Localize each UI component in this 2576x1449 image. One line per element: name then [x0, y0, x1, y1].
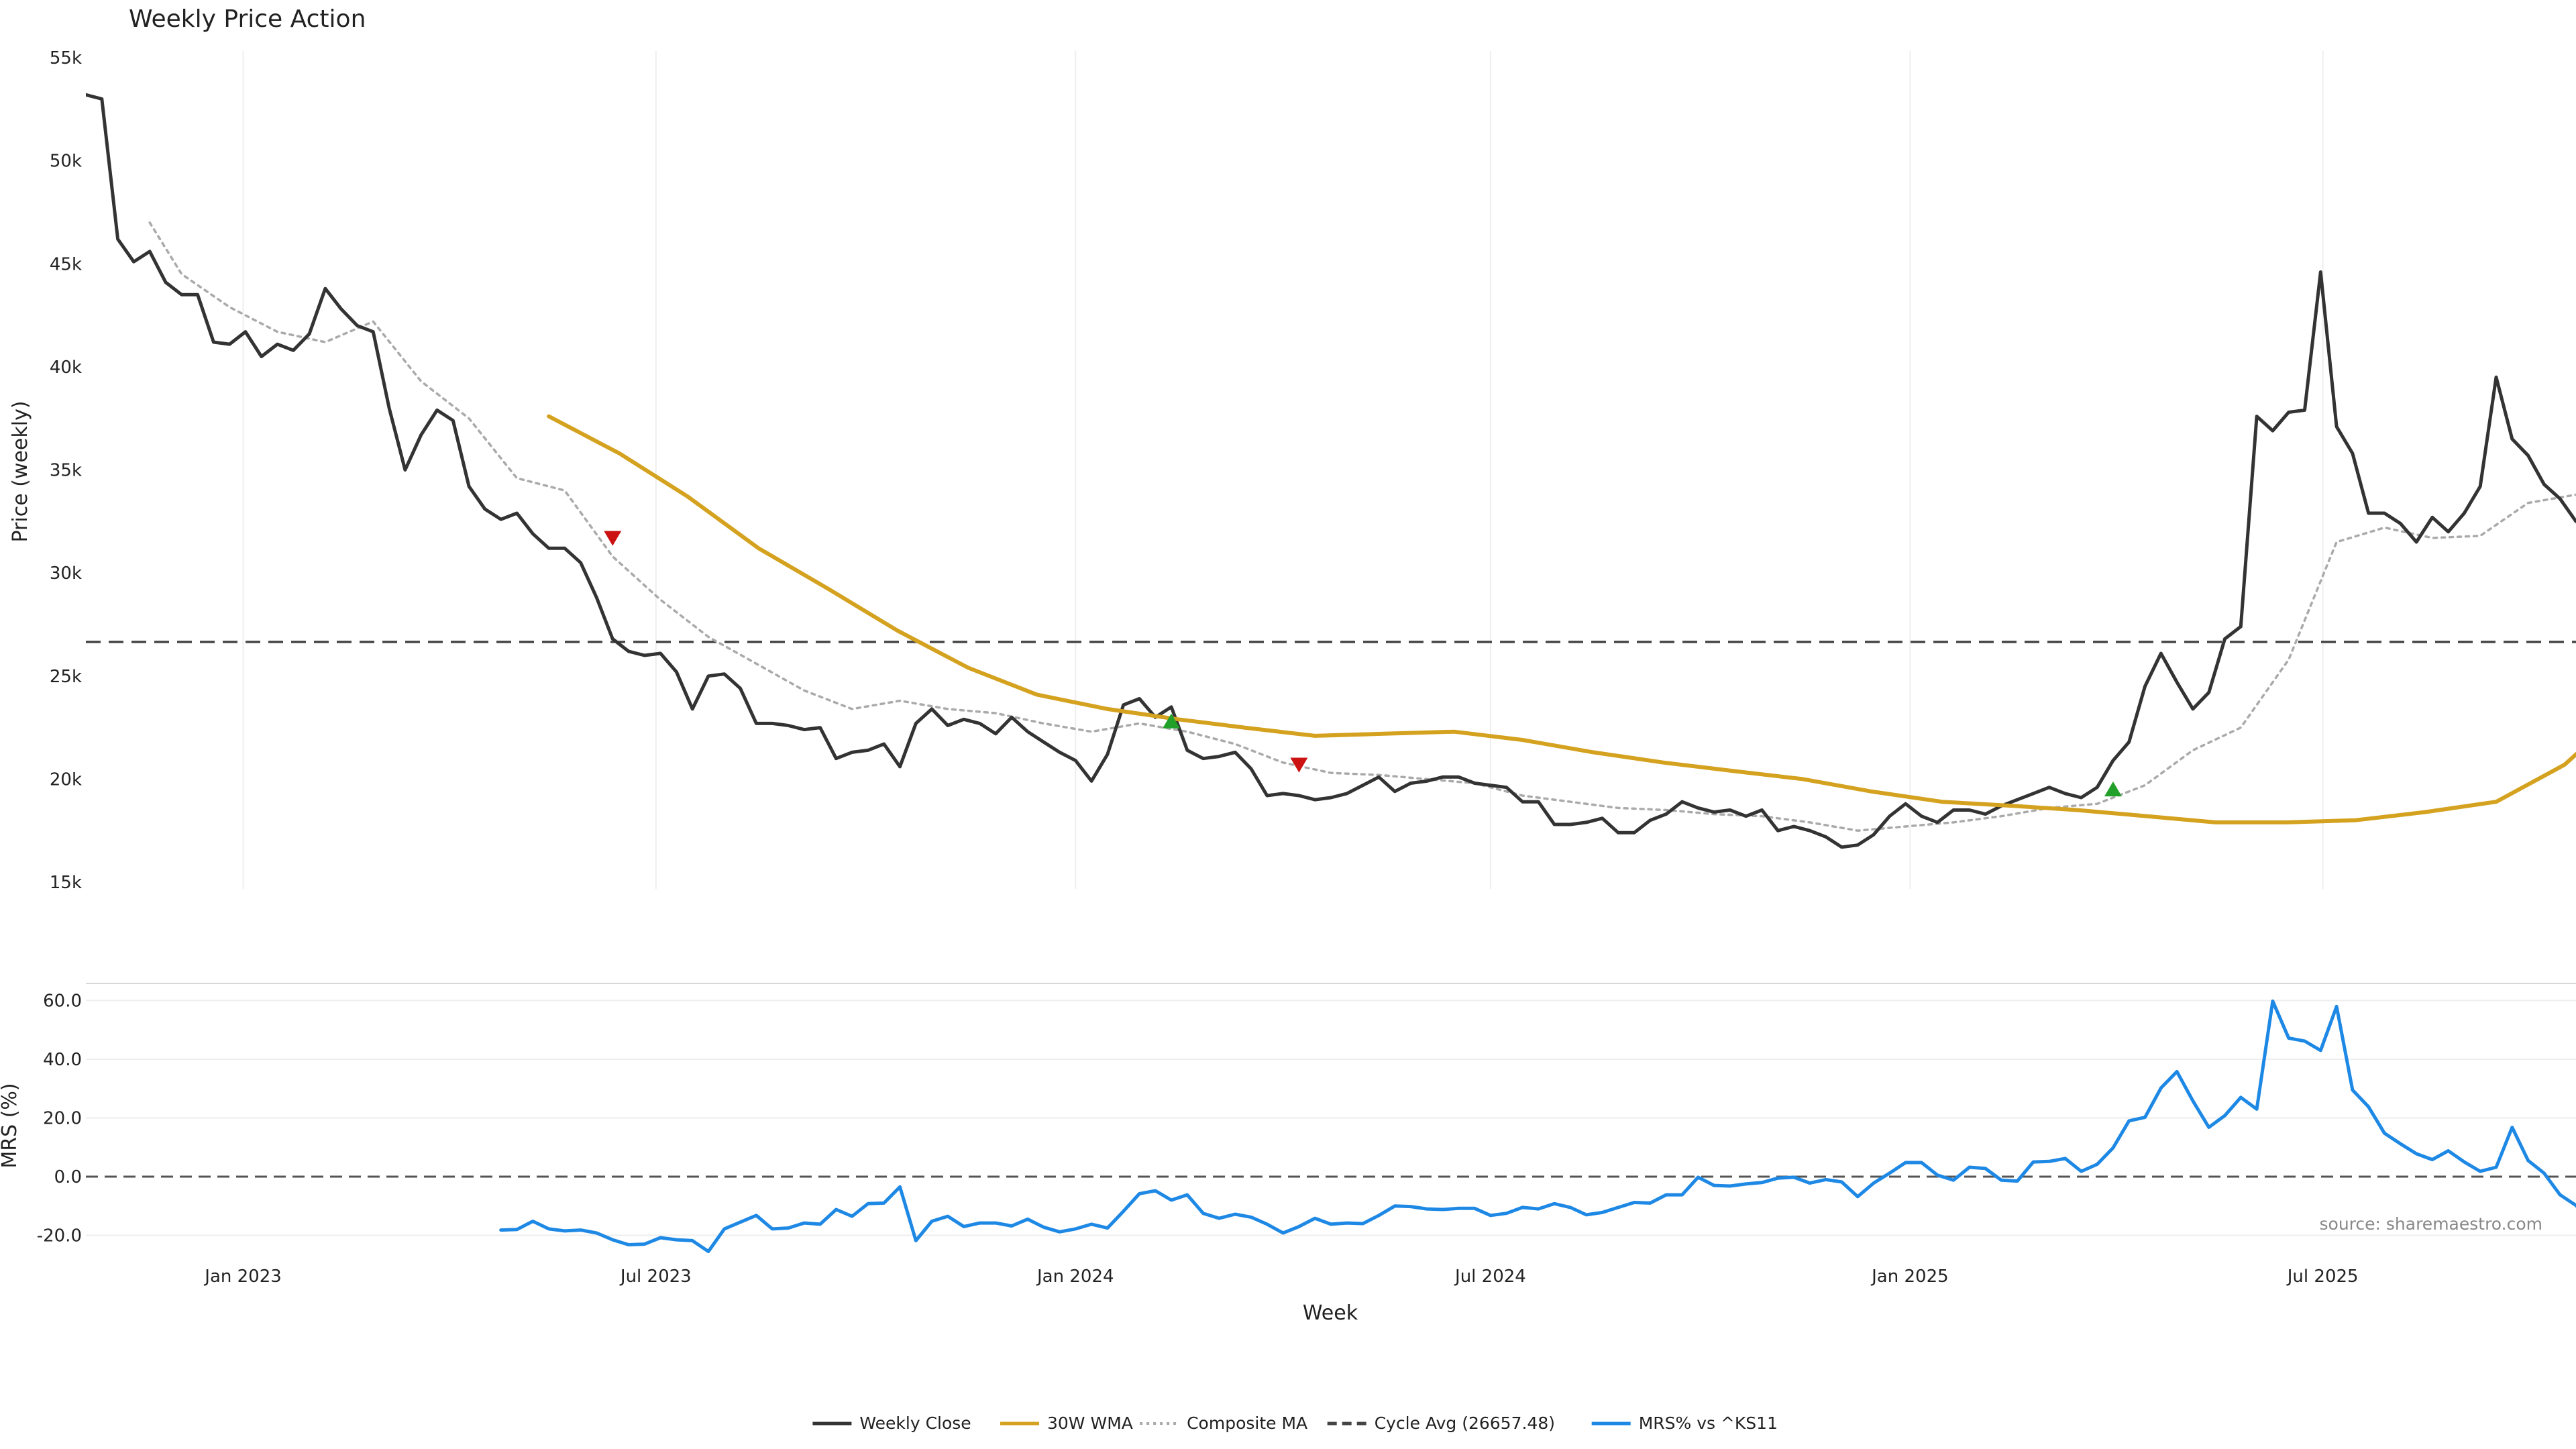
price-y-tick-label: 40k [50, 358, 82, 378]
price-y-tick-label: 45k [50, 254, 82, 274]
weekly-close-series [86, 93, 2576, 849]
price-y-tick-label: 35k [50, 461, 82, 481]
price-y-tick-label: 30k [50, 564, 82, 584]
mrs-y-tick-label: 0.0 [54, 1167, 82, 1187]
x-tick-label: Jan 2025 [1870, 1267, 1949, 1287]
legend-label: 30W WMA [1047, 1413, 1133, 1433]
legend-item-composite-ma: Composite MA [1140, 1413, 1307, 1433]
legend-label: MRS% vs ^KS11 [1639, 1413, 1778, 1433]
legend: Weekly Close 30W WMA Composite MA Cycle Avg… [812, 1413, 1778, 1433]
legend-item-weekly-close: Weekly Close [812, 1413, 971, 1433]
sell-signal-marker [1290, 757, 1308, 773]
price-axis-title: Price (weekly) [9, 400, 32, 542]
chart-title: Weekly Price Action [129, 5, 366, 33]
mrs-y-tick-label: -20.0 [37, 1226, 82, 1246]
mrs-y-tick-label: 20.0 [43, 1109, 82, 1129]
buy-signal-marker [2104, 782, 2122, 797]
x-tick-label: Jul 2025 [2286, 1267, 2359, 1287]
price-y-tick-label: 25k [50, 667, 82, 687]
x-tick-label: Jan 2023 [203, 1267, 282, 1287]
legend-item-30w-wma: 30W WMA [1000, 1413, 1133, 1433]
price-y-tick-label: 50k [50, 152, 82, 172]
mrs-panel [86, 999, 2576, 1254]
mrs-axis-title: MRS (%) [0, 1083, 21, 1168]
mrs-y-tick-label: 40.0 [43, 1050, 82, 1070]
x-tick-label: Jan 2024 [1036, 1267, 1114, 1287]
buy-signal-marker [1163, 713, 1181, 729]
price-y-tick-label: 20k [50, 769, 82, 790]
legend-label: Composite MA [1187, 1413, 1307, 1433]
legend-label: Weekly Close [859, 1413, 971, 1433]
sell-signal-marker [604, 531, 622, 546]
price-y-tick-label: 15k [50, 873, 82, 893]
x-tick-label: Jul 2023 [619, 1267, 692, 1287]
x-tick-label: Jul 2024 [1454, 1267, 1526, 1287]
legend-item-mrs-vs-ks11: MRS% vs ^KS11 [1591, 1413, 1778, 1433]
price-y-tick-label: 55k [50, 48, 82, 68]
mrs-series [499, 999, 2576, 1254]
price-panel [86, 93, 2576, 849]
mrs-y-tick-label: 60.0 [43, 991, 82, 1012]
legend-item-cycle-avg-26657-48: Cycle Avg (26657.48) [1327, 1413, 1555, 1433]
source-annotation: source: sharemaestro.com [2320, 1214, 2543, 1234]
composite-ma-series [148, 221, 2576, 832]
30w-wma-series [547, 414, 2576, 824]
legend-label: Cycle Avg (26657.48) [1375, 1413, 1555, 1433]
x-axis-title: Week [1303, 1301, 1358, 1325]
